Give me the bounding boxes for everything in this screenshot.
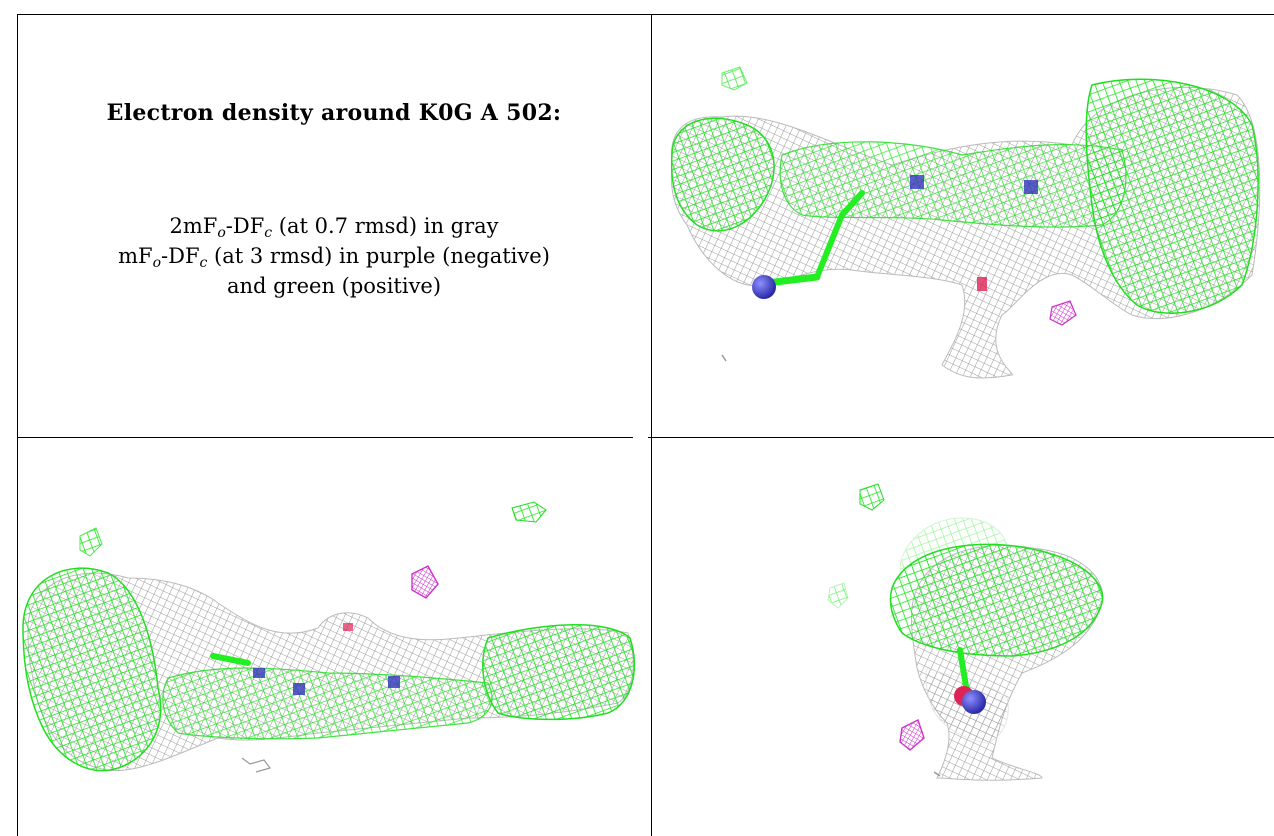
electron-density-view-3-icon [827,483,1104,781]
table-divider-vertical [651,14,652,836]
electron-density-view-1-icon [670,66,1261,379]
table-divider-horizontal-left [17,437,633,438]
density-panel-bottom-right [652,438,1274,836]
caption-cell: Electron density around K0G A 502: 2mFo-… [18,15,650,436]
density-panel-top-right [652,15,1274,436]
legend-line-2fo-fc: 2mFo-DFc (at 0.7 rmsd) in gray [169,214,499,241]
legend-line-positive: and green (positive) [226,274,442,298]
density-panel-bottom-left [18,438,650,836]
map-legend: 2mFo-DFc (at 0.7 rmsd) in gray mFo-DFc (… [18,211,650,301]
figure-title: Electron density around K0G A 502: [106,100,562,126]
legend-line-fo-fc: mFo-DFc (at 3 rmsd) in purple (negative) [118,244,550,271]
electron-density-view-2-icon [22,501,636,773]
table-divider-horizontal-right [648,437,1274,438]
figure-table [17,14,1274,836]
